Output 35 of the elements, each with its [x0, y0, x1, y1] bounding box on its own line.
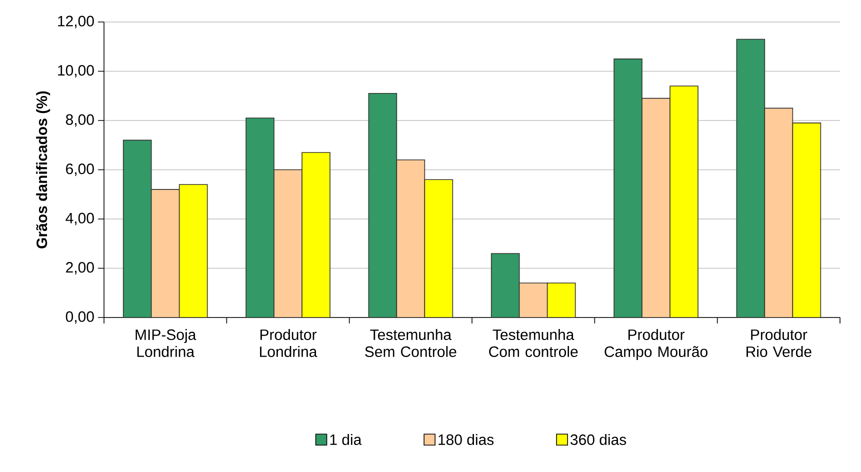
bar — [150, 189, 180, 318]
bar — [642, 98, 670, 318]
y-tick-label: 2,00 — [66, 262, 94, 274]
y-tick-label: 8,00 — [66, 114, 94, 127]
y-axis-title: Grãos danificados (%) — [36, 91, 50, 248]
y-tick-label: 6,00 — [66, 164, 94, 176]
bar — [246, 118, 274, 318]
bar — [302, 152, 330, 318]
bar — [368, 93, 398, 318]
bar — [546, 282, 576, 318]
y-tick-label: 12,00 — [58, 16, 94, 28]
x-tick-label: Produtor Campo Mourão — [604, 329, 708, 360]
x-tick-label: Testemunha Com controle — [489, 329, 578, 358]
legend-label: 180 dias — [438, 434, 494, 445]
bar — [274, 169, 302, 318]
bar — [178, 184, 208, 318]
bar — [518, 282, 548, 318]
x-tick-label: MIP-Soja Londrina — [136, 329, 196, 358]
legend-label: 1 dia — [330, 434, 362, 445]
bar — [614, 58, 642, 318]
y-tick-label: 0,00 — [66, 311, 94, 324]
bar — [490, 253, 520, 318]
x-tick-label: Testemunha Sem Controle — [365, 329, 456, 358]
bar — [122, 140, 152, 318]
bar — [736, 38, 766, 318]
bar — [792, 122, 822, 318]
x-tick-label: Produtor Rio Verde — [746, 329, 812, 358]
bar — [424, 179, 454, 318]
y-tick-label: 10,00 — [58, 65, 94, 78]
y-tick-label: 4,00 — [66, 212, 94, 226]
bar — [764, 108, 794, 318]
legend-label: 360 dias — [570, 434, 626, 445]
bar — [396, 160, 426, 318]
x-tick-label: Produtor Londrina — [260, 329, 318, 358]
bar — [670, 86, 698, 318]
